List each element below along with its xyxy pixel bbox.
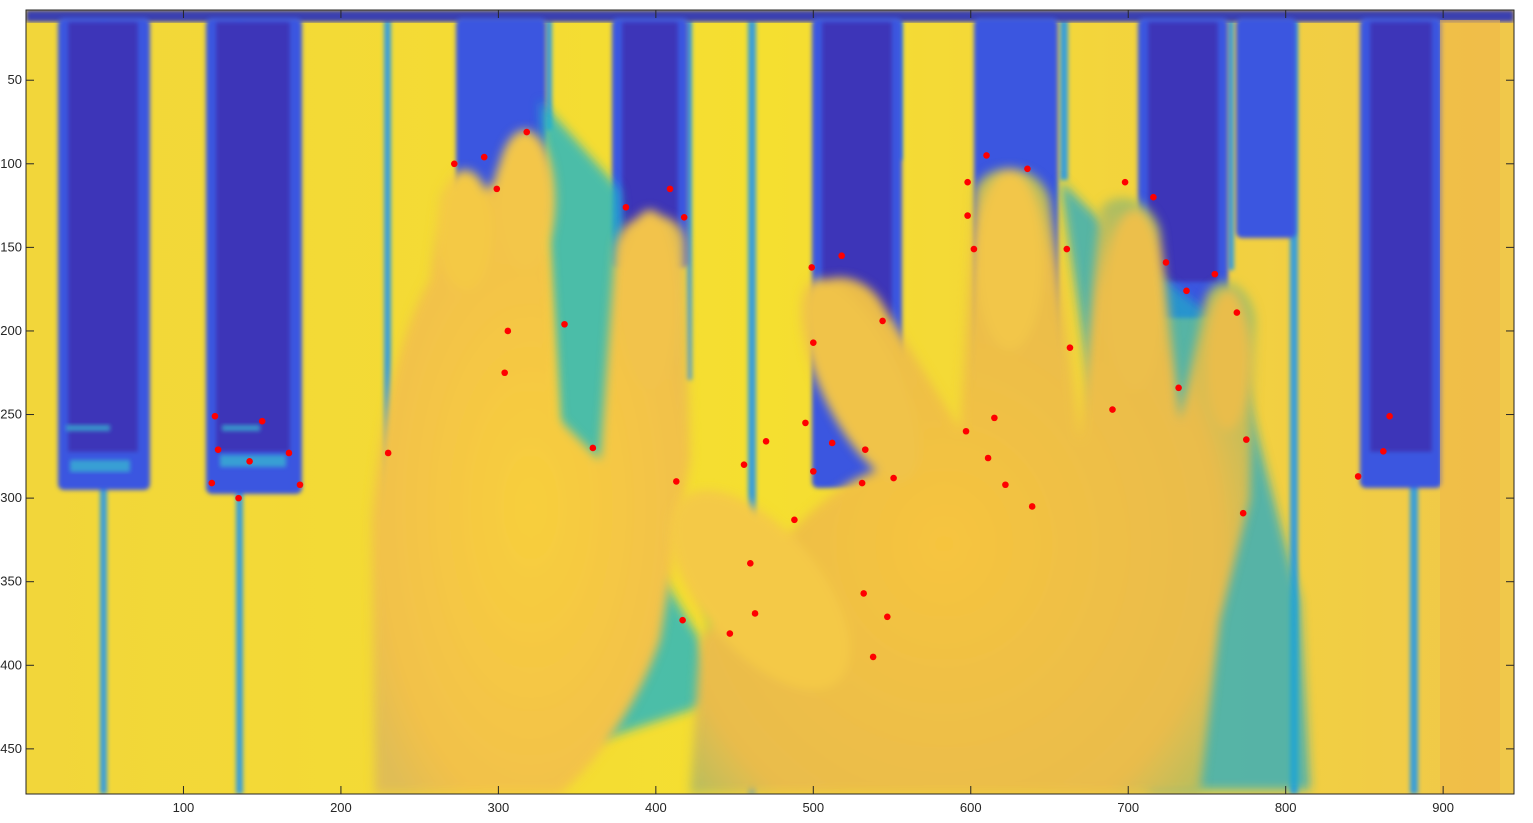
y-tick-label: 300: [0, 490, 22, 505]
x-tick-label: 400: [645, 800, 667, 815]
keypoint-marker: [384, 449, 392, 457]
x-tick-label: 300: [488, 800, 510, 815]
keypoint-marker: [791, 516, 798, 524]
keypoint-marker: [890, 474, 897, 482]
keypoint-marker: [983, 152, 990, 159]
keypoint-marker: [285, 449, 293, 457]
keypoint-marker: [1121, 178, 1129, 186]
x-tick-label: 500: [802, 800, 824, 815]
keypoint-marker: [679, 616, 686, 624]
keypoint-marker: [1239, 509, 1247, 517]
y-tick-label: 100: [0, 156, 22, 171]
x-tick-label: 800: [1275, 800, 1297, 815]
keypoint-marker: [984, 454, 992, 462]
keypoint-marker: [861, 446, 869, 453]
keypoint-marker: [1386, 412, 1393, 420]
keypoint-marker: [726, 630, 734, 637]
x-tick-label: 900: [1432, 800, 1454, 815]
keypoint-marker: [1024, 165, 1031, 173]
x-axis: 100 200 300 400 500 600 700 800 900: [173, 10, 1454, 815]
keypoint-marker: [1380, 448, 1387, 455]
keypoint-marker: [747, 560, 754, 567]
keypoint-marker: [740, 461, 748, 468]
keypoint-marker: [964, 178, 971, 186]
keypoint-marker: [246, 458, 253, 465]
y-axis: 50 100 150 200 250 300 350 400 450: [0, 72, 1514, 756]
keypoint-marker: [214, 446, 222, 453]
keypoint-marker: [258, 417, 266, 425]
keypoint-marker: [808, 264, 816, 271]
keypoint-marker: [296, 481, 304, 489]
keypoint-marker: [589, 444, 597, 452]
keypoint-marker: [869, 653, 877, 661]
keypoint-marker: [1150, 193, 1157, 201]
right-hand: [670, 168, 1255, 794]
keypoint-marker: [561, 320, 568, 328]
keypoint-marker: [666, 185, 674, 193]
keypoint-marker: [1354, 473, 1362, 480]
keypoint-marker: [235, 494, 242, 502]
x-tick-label: 100: [173, 800, 195, 815]
keypoint-marker: [1002, 481, 1009, 489]
keypoint-marker: [1066, 344, 1074, 351]
keypoint-marker: [1183, 287, 1190, 295]
keypoint-marker: [504, 327, 512, 335]
x-tick-label: 200: [330, 800, 352, 815]
keypoint-marker: [1243, 436, 1250, 443]
keypoint-marker: [828, 439, 836, 447]
axes-box: [25, 9, 1515, 795]
keypoint-marker: [838, 252, 845, 260]
keypoint-marker: [879, 317, 886, 325]
keypoint-marker: [1175, 384, 1182, 392]
keypoint-marker: [1109, 406, 1116, 413]
keypoint-marker: [211, 412, 219, 420]
keypoint-marker: [480, 153, 488, 161]
keypoint-marker: [962, 427, 970, 435]
keypoint-marker: [751, 610, 759, 617]
keypoint-marker: [1162, 259, 1170, 266]
keypoint-marker: [523, 128, 531, 136]
keypoint-marker: [964, 212, 971, 219]
keypoint-marker: [501, 369, 508, 377]
keypoint-marker: [762, 437, 770, 445]
y-tick-label: 50: [8, 72, 22, 87]
x-tick-label: 600: [960, 800, 982, 815]
keypoint-marker: [884, 613, 891, 621]
keypoint-marker: [1233, 309, 1241, 316]
y-tick-label: 450: [0, 741, 22, 756]
keypoint-marker: [810, 468, 817, 475]
keypoint-marker: [810, 339, 817, 346]
keypoint-marker: [1211, 270, 1219, 278]
keypoint-marker: [673, 478, 680, 485]
y-tick-label: 400: [0, 657, 22, 672]
keypoint-marker: [860, 590, 867, 597]
keypoint-marker: [970, 245, 978, 253]
keypoint-marker: [991, 414, 998, 422]
keypoint-marker: [493, 185, 501, 193]
y-tick-label: 150: [0, 239, 22, 254]
keypoint-marker: [1028, 503, 1036, 510]
keypoint-marker: [450, 160, 458, 168]
heatmap-image: [26, 10, 1514, 794]
keypoint-marker: [680, 213, 688, 221]
left-hand: [372, 130, 690, 794]
x-tick-label: 700: [1117, 800, 1139, 815]
y-tick-label: 200: [0, 323, 22, 338]
y-tick-label: 250: [0, 407, 22, 422]
keypoint-marker: [622, 203, 630, 211]
y-tick-label: 350: [0, 574, 22, 589]
keypoint-marker: [208, 479, 216, 487]
keypoint-marker: [1063, 245, 1071, 253]
keypoint-marker: [858, 479, 866, 487]
keypoint-markers: [208, 128, 1393, 661]
keypoint-marker: [802, 419, 809, 427]
